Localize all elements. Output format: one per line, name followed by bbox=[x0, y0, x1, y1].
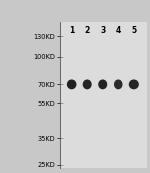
Ellipse shape bbox=[98, 79, 107, 89]
Ellipse shape bbox=[67, 79, 76, 89]
Ellipse shape bbox=[129, 79, 139, 89]
Text: 1: 1 bbox=[69, 26, 74, 35]
Text: 3: 3 bbox=[100, 26, 105, 35]
Text: 2: 2 bbox=[85, 26, 90, 35]
Ellipse shape bbox=[114, 79, 123, 89]
Text: 4: 4 bbox=[116, 26, 121, 35]
Ellipse shape bbox=[83, 79, 92, 89]
Text: 5: 5 bbox=[131, 26, 136, 35]
